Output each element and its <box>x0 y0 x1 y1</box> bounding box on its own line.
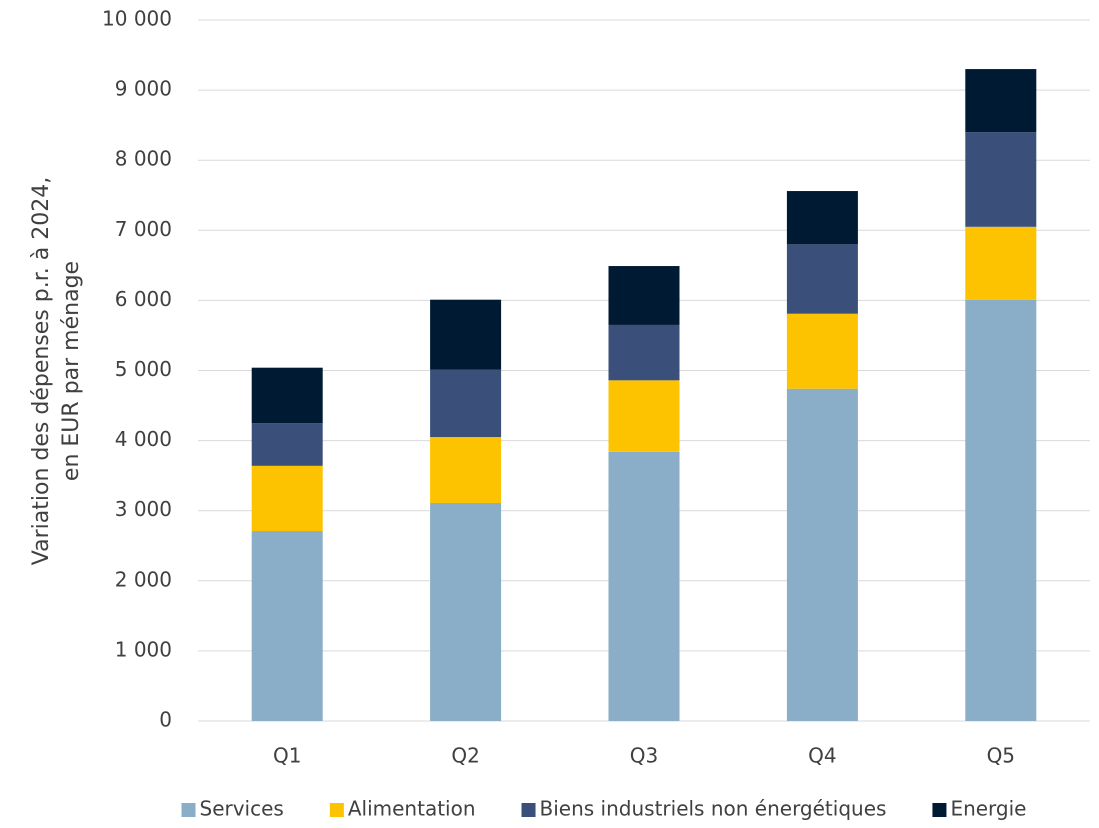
legend-label: Alimentation <box>348 797 476 821</box>
legend-label: Biens industriels non énergétiques <box>540 797 887 821</box>
bar-segment <box>965 132 1037 227</box>
y-axis-title-line: Variation des dépenses p.r. à 2024, <box>29 177 54 565</box>
legend-swatch <box>521 803 536 817</box>
y-tick-label: 1 000 <box>115 637 172 661</box>
x-tick-label: Q4 <box>808 744 836 768</box>
y-tick-label: 8 000 <box>115 147 172 171</box>
y-tick-label: 4 000 <box>115 427 172 451</box>
bar-segment <box>430 502 502 721</box>
x-tick-label: Q1 <box>273 744 301 768</box>
x-tick-label: Q3 <box>630 744 658 768</box>
bar-segment <box>786 191 858 245</box>
bar-segment <box>251 367 323 424</box>
bar-segment <box>786 313 858 389</box>
legend-label: Services <box>200 797 284 821</box>
y-tick-label: 10 000 <box>102 7 172 31</box>
bar-segment <box>251 531 323 721</box>
y-tick-label: 5 000 <box>115 357 172 381</box>
bar-segment <box>965 226 1037 300</box>
bar-segment <box>251 423 323 466</box>
legend-label: Energie <box>950 797 1026 821</box>
bar-segment <box>786 244 858 314</box>
bar-segment <box>786 388 858 721</box>
bar-segment <box>251 465 323 532</box>
bar-segment <box>965 299 1037 721</box>
y-axis-title-line: en EUR par ménage <box>59 261 84 481</box>
x-tick-label: Q2 <box>451 744 479 768</box>
y-tick-label: 9 000 <box>115 77 172 101</box>
y-tick-label: 6 000 <box>115 287 172 311</box>
legend-swatch <box>329 803 344 817</box>
bar-segment <box>608 324 680 381</box>
y-axis-title: Variation des dépenses p.r. à 2024, en E… <box>29 177 84 565</box>
legend-swatch <box>181 803 196 817</box>
x-tick-label: Q5 <box>987 744 1015 768</box>
bar-segment <box>430 437 502 503</box>
legend-swatch <box>932 803 947 817</box>
bar-segment <box>430 369 502 438</box>
bar-segment <box>608 380 680 452</box>
y-tick-label: 3 000 <box>115 497 172 521</box>
y-tick-label: 2 000 <box>115 567 172 591</box>
bar-segment <box>965 69 1037 133</box>
y-tick-label: 7 000 <box>115 217 172 241</box>
bar-segment <box>608 266 680 325</box>
bar-segment <box>430 299 502 370</box>
y-tick-label: 0 <box>159 708 172 732</box>
bar-segment <box>608 451 680 721</box>
